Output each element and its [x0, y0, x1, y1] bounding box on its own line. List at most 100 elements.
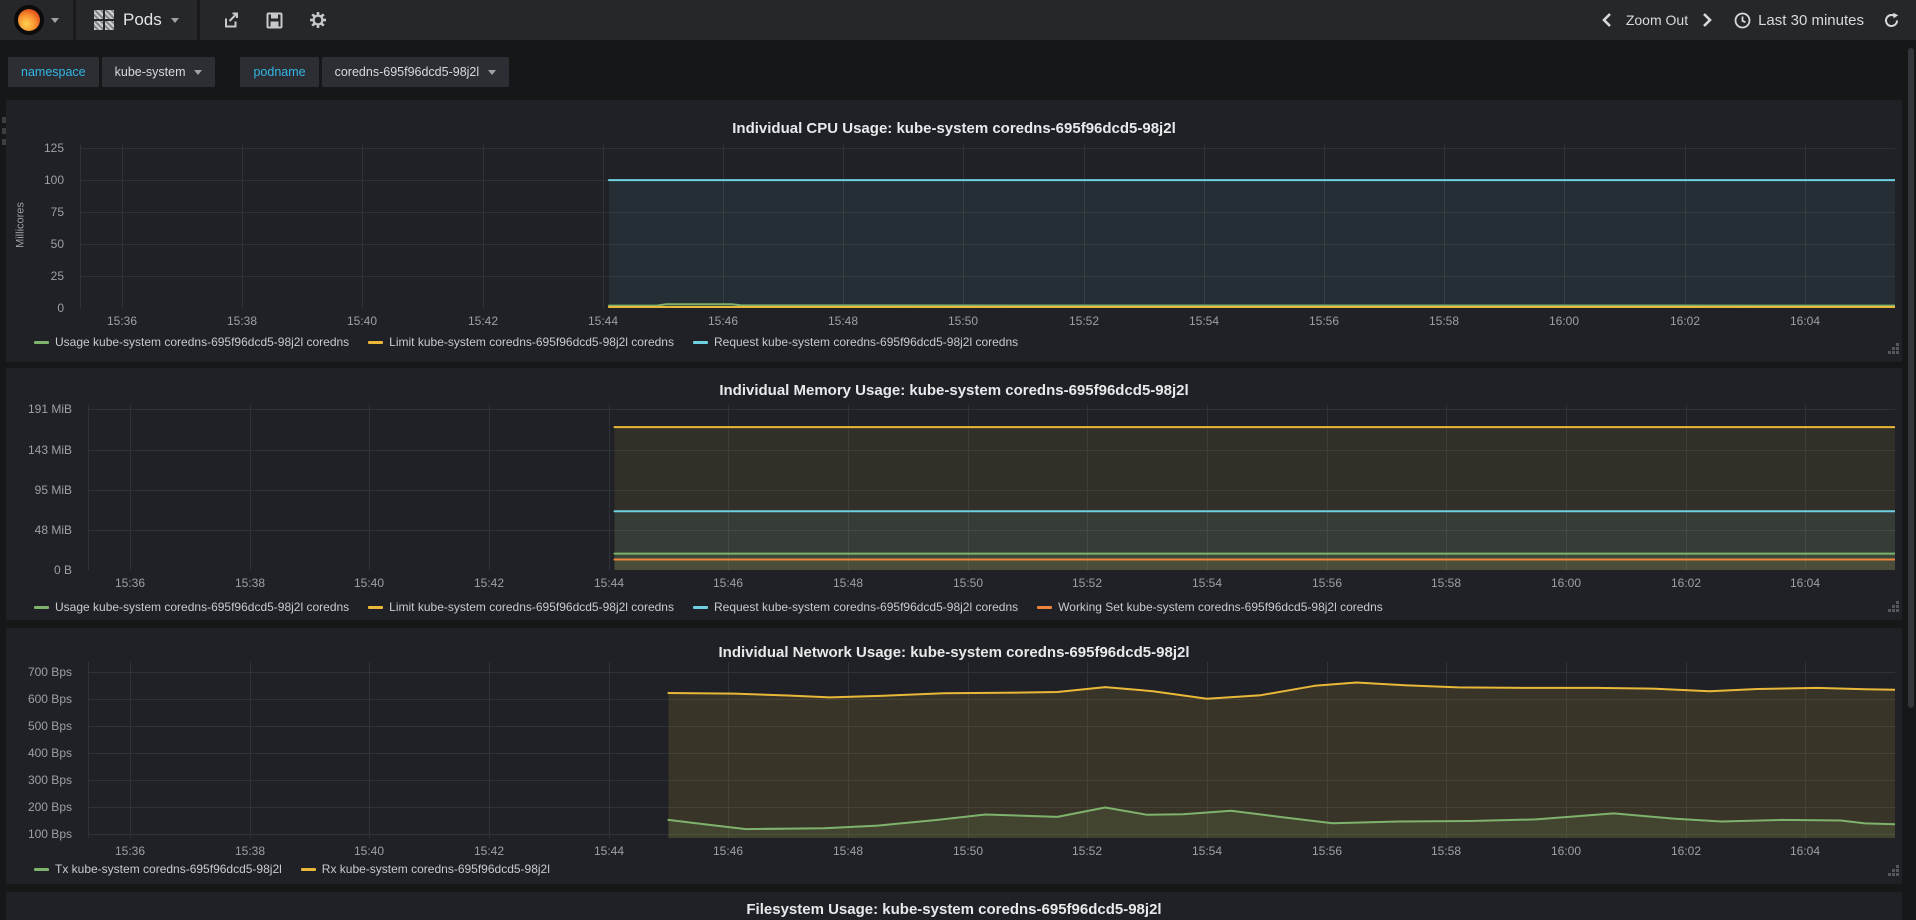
x-tick-label: 15:36	[114, 576, 146, 590]
legend-series-label: Limit kube-system coredns-695f96dcd5-98j…	[389, 335, 674, 349]
x-tick-label: 15:40	[353, 844, 385, 858]
dashboard-grid-icon	[94, 10, 114, 30]
scrollbar-thumb[interactable]	[1908, 48, 1914, 708]
x-tick-label: 15:38	[234, 844, 266, 858]
y-tick-label: 95 MiB	[34, 483, 72, 498]
y-tick-label: 500 Bps	[27, 718, 72, 733]
legend-item[interactable]: Usage kube-system coredns-695f96dcd5-98j…	[34, 335, 349, 349]
panel-memory-usage: Individual Memory Usage: kube-system cor…	[6, 368, 1902, 620]
panel-title-network[interactable]: Individual Network Usage: kube-system co…	[718, 644, 1190, 661]
legend-series-label: Request kube-system coredns-695f96dcd5-9…	[713, 335, 1019, 349]
main-menu-caret-icon[interactable]	[51, 18, 59, 27]
x-tick-label: 15:48	[832, 844, 864, 858]
x-tick-label: 15:56	[1308, 314, 1340, 328]
save-button[interactable]	[266, 12, 283, 29]
variable-label-podname: podname	[240, 57, 319, 87]
panel-resize-grip[interactable]	[1888, 341, 1899, 359]
x-tick-label: 15:38	[226, 314, 258, 328]
variable-label-namespace: namespace	[8, 57, 99, 87]
legend-series-color	[368, 340, 384, 344]
panel-resize-grip[interactable]	[1888, 599, 1899, 617]
panel-network-usage: Individual Network Usage: kube-system co…	[6, 628, 1902, 884]
panel-title-memory[interactable]: Individual Memory Usage: kube-system cor…	[719, 382, 1189, 399]
y-tick-label: 75	[50, 205, 64, 220]
x-tick-label: 15:48	[832, 576, 864, 590]
legend-item[interactable]: Usage kube-system coredns-695f96dcd5-98j…	[34, 600, 349, 614]
gear-icon	[309, 12, 326, 28]
dashboard-picker-button[interactable]: Pods	[76, 0, 200, 40]
variable-namespace: namespace kube-system	[8, 57, 216, 87]
legend-item[interactable]: Request kube-system coredns-695f96dcd5-9…	[692, 335, 1019, 349]
x-tick-label: 15:44	[593, 576, 625, 590]
x-tick-label: 15:56	[1311, 844, 1343, 858]
x-axis-memory: 15:36 15:38 15:40 15:42 15:44 15:46 15:48 15:50…	[88, 576, 1895, 592]
x-tick-label: 15:58	[1430, 844, 1462, 858]
x-tick-label: 16:02	[1669, 314, 1701, 328]
time-shift-back-button[interactable]	[1601, 12, 1613, 28]
legend-network: Tx kube-system coredns-695f96dcd5-98j2l R…	[34, 862, 550, 876]
y-tick-label: 25	[50, 269, 64, 283]
time-shift-forward-button[interactable]	[1701, 12, 1713, 28]
x-tick-label: 15:58	[1430, 576, 1462, 590]
y-tick-label: 100 Bps	[27, 826, 72, 841]
y-tick-label: 400 Bps	[27, 745, 72, 760]
navbar: Pods	[0, 0, 1916, 40]
x-tick-label: 15:50	[952, 844, 984, 858]
y-tick-label: 191 MiB	[27, 402, 72, 417]
zoom-out-button[interactable]: Zoom Out	[1625, 12, 1689, 28]
y-tick-label: 48 MiB	[34, 522, 72, 537]
share-button[interactable]	[222, 12, 240, 29]
legend-item[interactable]: Limit kube-system coredns-695f96dcd5-98j…	[368, 335, 674, 349]
x-tick-label: 15:42	[467, 314, 499, 328]
x-tick-label: 15:44	[593, 844, 625, 858]
x-tick-label: 15:54	[1191, 844, 1223, 858]
dashboard-title: Pods	[123, 10, 162, 29]
chevron-down-icon	[488, 69, 497, 79]
x-axis-network: 15:36 15:38 15:40 15:42 15:44 15:46 15:48 15:50…	[88, 844, 1895, 860]
legend-series-label: Usage kube-system coredns-695f96dcd5-98j…	[55, 600, 350, 614]
legend-series-color	[34, 605, 49, 609]
grafana-logo-icon[interactable]	[14, 5, 44, 35]
time-picker-button[interactable]: Last 30 minutes	[1734, 12, 1864, 29]
y-tick-label: 100	[43, 173, 64, 188]
save-icon	[266, 12, 283, 28]
x-tick-label: 16:04	[1789, 844, 1821, 858]
x-tick-label: 15:36	[106, 314, 138, 328]
x-tick-label: 15:42	[473, 844, 505, 858]
variable-value-namespace-dropdown[interactable]: kube-system	[101, 57, 216, 87]
legend-item[interactable]: Working Set kube-system coredns-695f96dc…	[1037, 600, 1383, 614]
legend-series-color	[34, 340, 49, 344]
x-tick-label: 15:50	[947, 314, 979, 328]
x-tick-label: 16:00	[1550, 844, 1582, 858]
y-axis-network: 100 Bps 200 Bps 300 Bps 400 Bps 500 Bps 600 B…	[6, 662, 80, 841]
legend-series-color	[368, 605, 384, 609]
y-tick-label: 125	[43, 141, 64, 156]
legend-item[interactable]: Tx kube-system coredns-695f96dcd5-98j2l	[34, 862, 282, 876]
panel-title-filesystem[interactable]: Filesystem Usage: kube-system coredns-69…	[746, 901, 1162, 918]
x-tick-label: 15:40	[353, 576, 385, 590]
memory-chart-plot[interactable]	[88, 405, 1896, 571]
y-tick-label: 600 Bps	[27, 691, 72, 706]
cpu-chart-plot[interactable]	[80, 145, 1896, 309]
legend-series-label: Request kube-system coredns-695f96dcd5-9…	[713, 600, 1019, 614]
x-tick-label: 15:46	[712, 576, 744, 590]
panel-cpu-usage: Individual CPU Usage: kube-system coredn…	[6, 100, 1902, 362]
variable-value-podname-dropdown[interactable]: coredns-695f96dcd5-98j2l	[321, 57, 510, 87]
legend-item[interactable]: Limit kube-system coredns-695f96dcd5-98j…	[368, 600, 674, 614]
legend-item[interactable]: Request kube-system coredns-695f96dcd5-9…	[692, 600, 1019, 614]
y-tick-label: 700 Bps	[27, 664, 72, 679]
legend-series-label: Limit kube-system coredns-695f96dcd5-98j…	[389, 600, 674, 614]
panel-resize-grip[interactable]	[1888, 863, 1899, 881]
legend-item[interactable]: Rx kube-system coredns-695f96dcd5-98j2l	[300, 862, 550, 876]
settings-button[interactable]	[309, 11, 327, 29]
legend-series-label: Rx kube-system coredns-695f96dcd5-98j2l	[321, 862, 550, 876]
x-tick-label: 15:38	[234, 576, 266, 590]
panel-title-cpu[interactable]: Individual CPU Usage: kube-system coredn…	[732, 120, 1176, 137]
template-variables-row: namespace kube-system podname coredns-69…	[8, 57, 510, 87]
x-tick-label: 15:50	[952, 576, 984, 590]
network-chart-plot[interactable]	[88, 662, 1896, 838]
clock-icon	[1734, 12, 1751, 28]
legend-series-color	[1037, 605, 1053, 609]
refresh-button[interactable]	[1883, 12, 1900, 29]
x-tick-label: 16:02	[1670, 844, 1702, 858]
